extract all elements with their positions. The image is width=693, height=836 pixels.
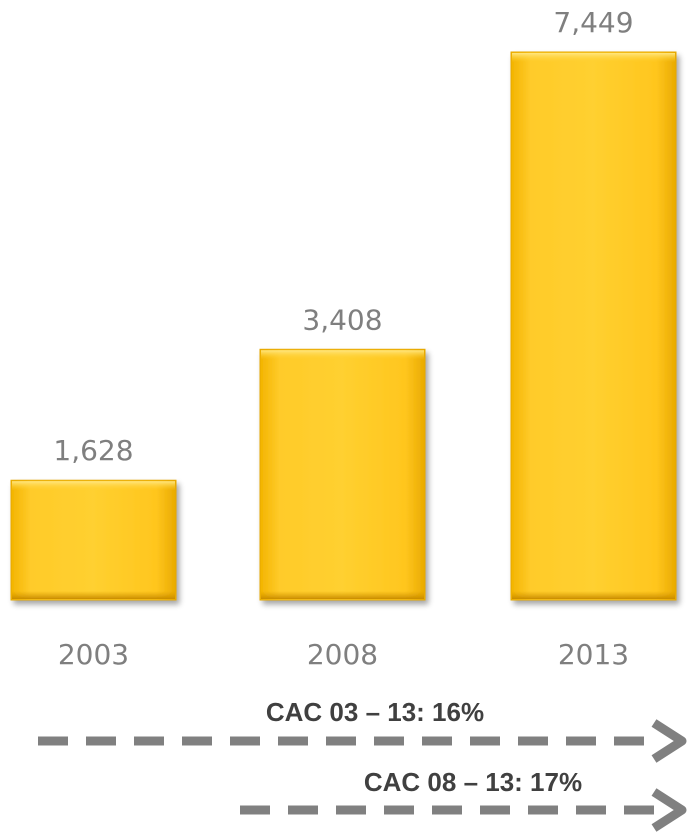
arrow-dash: [624, 805, 654, 815]
arrow-dash: [470, 736, 500, 746]
x-tick-label-2003: 2003: [58, 638, 129, 671]
cagr-annotations: CAC 03 – 13: 16% CAC 08 – 13: 17%: [38, 697, 687, 832]
arrow-dash: [374, 736, 404, 746]
arrow-dash: [38, 736, 68, 746]
x-tick-label-2008: 2008: [307, 638, 378, 671]
bars-layer: [10, 51, 677, 601]
arrow-dash: [240, 805, 270, 815]
arrow-head: [651, 788, 687, 832]
bar-2013: [510, 51, 677, 601]
arrow-dash: [134, 736, 164, 746]
arrow-dash: [566, 736, 596, 746]
cagr-arrow-1: CAC 03 – 13: 16%: [38, 697, 687, 763]
arrow-dash: [518, 736, 548, 746]
cagr-label-2: CAC 08 – 13: 17%: [364, 767, 582, 797]
arrow-dash: [432, 805, 462, 815]
arrow-dash: [288, 805, 318, 815]
labels-layer: 1,628 2003 3,408 2008 7,449 2013: [53, 6, 633, 671]
arrow-dash: [422, 736, 452, 746]
arrow-dash: [230, 736, 260, 746]
arrow-dash: [576, 805, 606, 815]
arrow-dash: [336, 805, 366, 815]
cagr-label-1: CAC 03 – 13: 16%: [266, 697, 484, 727]
value-label-2008: 3,408: [302, 303, 382, 336]
arrow-dash: [326, 736, 356, 746]
arrow-dash: [614, 736, 644, 746]
cagr-arrow-2: CAC 08 – 13: 17%: [240, 767, 687, 832]
value-label-2013: 7,449: [553, 6, 633, 39]
bar-2003: [10, 479, 177, 601]
arrow-dash: [480, 805, 510, 815]
value-label-2003: 1,628: [53, 434, 133, 467]
arrow-dash: [86, 736, 116, 746]
arrow-head: [651, 719, 687, 763]
arrow-dash: [278, 736, 308, 746]
arrow-dash: [384, 805, 414, 815]
arrow-dash: [182, 736, 212, 746]
x-tick-label-2013: 2013: [558, 638, 629, 671]
arrow-dash: [528, 805, 558, 815]
bar-2008: [259, 348, 426, 601]
